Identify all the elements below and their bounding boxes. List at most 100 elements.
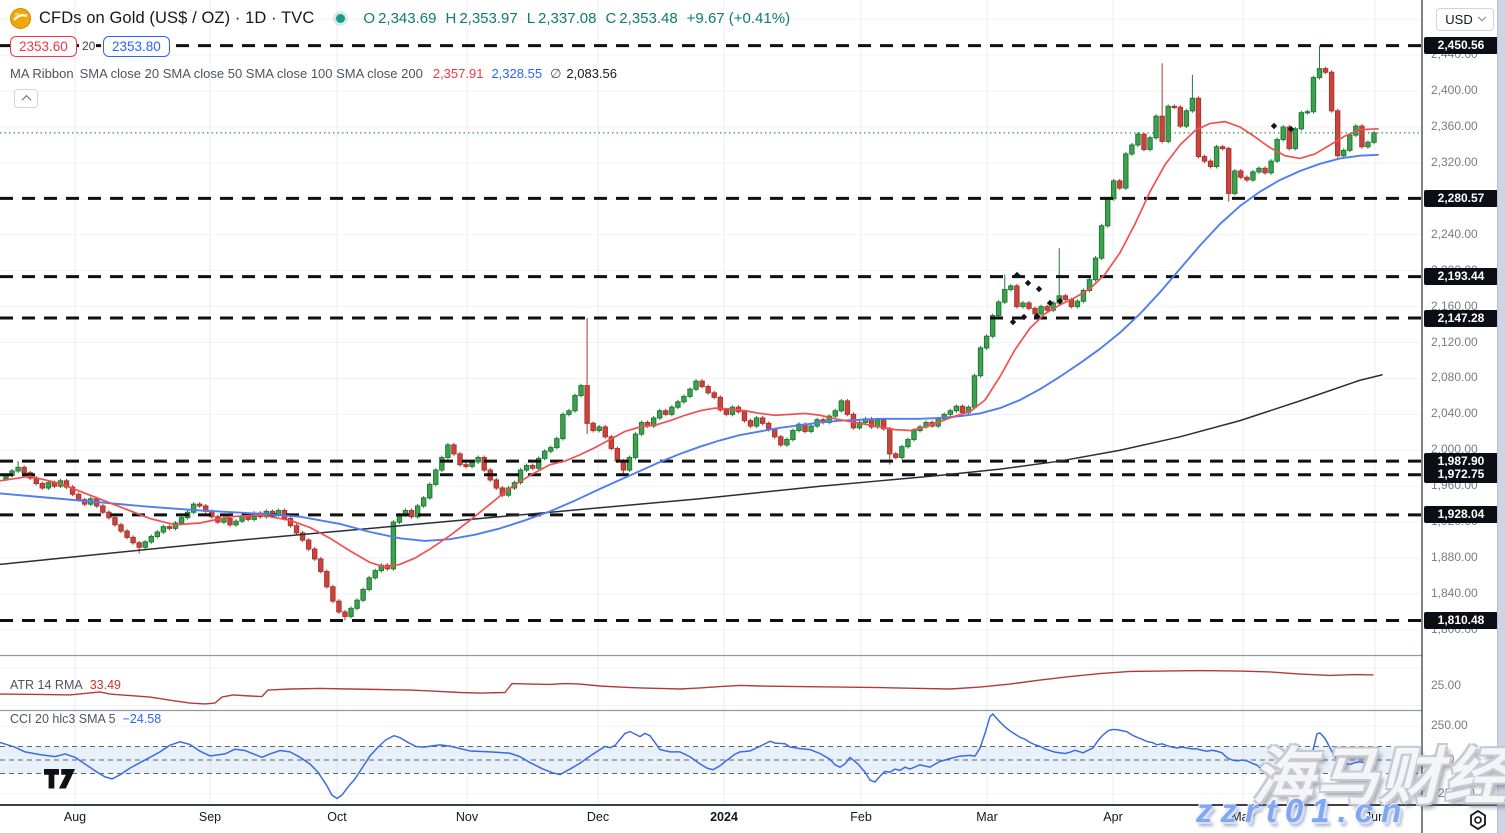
change-value: +9.67 (+0.41%) (686, 10, 791, 27)
marker (1020, 313, 1028, 321)
candle (166, 526, 173, 529)
candle (1104, 198, 1111, 227)
currency-selector[interactable]: USD (1436, 8, 1494, 31)
candle (572, 395, 578, 412)
candle (632, 433, 639, 458)
price-level-chip[interactable]: 2,147.28 (1424, 309, 1498, 327)
price-level-chip[interactable]: 1,972.75 (1424, 466, 1498, 484)
time-axis-label[interactable]: Sep (198, 810, 222, 824)
time-axis-label[interactable]: Oct (327, 810, 347, 824)
price-axis-tick[interactable]: 2,040.00 (1431, 406, 1478, 421)
price-axis-tick[interactable]: 1,880.00 (1431, 550, 1478, 565)
price-axis-tick[interactable]: 2,320.00 (1431, 154, 1478, 169)
price-axis-tick[interactable]: 2,360.00 (1431, 119, 1478, 133)
candle (493, 479, 500, 489)
candle (669, 406, 675, 415)
candle (305, 539, 312, 550)
ma-ribbon-legend[interactable]: MA Ribbon SMA close 20 SMA close 50 SMA c… (10, 66, 617, 81)
candle (336, 600, 342, 613)
candle (699, 380, 705, 388)
price-level-chip[interactable]: 1,928.04 (1424, 506, 1498, 524)
candle (69, 486, 76, 495)
candle (1153, 115, 1159, 139)
candle (1268, 160, 1274, 174)
cci-legend[interactable]: CCI 20 hlc3 SMA 5 −24.58 (10, 712, 162, 726)
sma50-line (0, 153, 1379, 542)
marker (1035, 285, 1043, 293)
candle (457, 453, 463, 466)
time-axis-label[interactable]: Aug (63, 810, 87, 824)
market-status-icon[interactable] (336, 14, 346, 23)
marker (1024, 279, 1032, 287)
candle (693, 380, 699, 390)
price-tag-blue[interactable]: 2353.80 (103, 36, 170, 57)
candle (1080, 289, 1087, 302)
price-tag-red[interactable]: 2353.60 (10, 36, 77, 57)
price-axis-tick[interactable]: 2,080.00 (1431, 370, 1478, 385)
candle (517, 469, 524, 484)
candle (1038, 306, 1044, 315)
time-axis-label[interactable]: Apr (1103, 810, 1123, 824)
candle (838, 400, 845, 412)
cci-axis-tick[interactable]: −250.00 (1431, 785, 1475, 800)
price-axis-tick[interactable]: 1,840.00 (1431, 585, 1478, 600)
price-level-chip[interactable]: 2,450.56 (1424, 37, 1498, 55)
time-axis-label[interactable]: Dec (586, 810, 610, 824)
candle (681, 395, 687, 403)
price-level-chip[interactable]: 1,810.48 (1424, 611, 1498, 629)
candle (590, 422, 596, 432)
candle (299, 532, 306, 541)
time-axis-label[interactable]: Jun (1364, 810, 1386, 824)
candle (481, 456, 487, 471)
time-axis-label[interactable]: 2024 (710, 810, 738, 824)
candle (729, 406, 736, 415)
candle (118, 524, 124, 532)
candle (535, 457, 542, 469)
atr-axis-tick[interactable]: 25.00 (1431, 678, 1462, 692)
symbol-title[interactable]: CFDs on Gold (US$ / OZ) · 1D · TVC (39, 9, 315, 27)
candle (753, 417, 760, 427)
candle (148, 535, 154, 543)
avg-symbol: ∅ (550, 66, 562, 81)
sma20-line (0, 120, 1379, 568)
candle (741, 411, 748, 422)
chart-settings-gear-icon[interactable] (1466, 808, 1490, 833)
time-axis-label[interactable]: Mar (976, 810, 998, 824)
candle (100, 505, 106, 513)
candle (796, 423, 802, 432)
time-axis-label[interactable]: Feb (850, 810, 872, 824)
price-level-chip[interactable]: 2,280.57 (1424, 189, 1498, 207)
candle (63, 480, 70, 488)
cci-axis-tick[interactable]: 0.00 (1431, 752, 1455, 766)
candle (566, 410, 572, 415)
candle (602, 426, 608, 438)
candle (1117, 180, 1123, 189)
candle (1207, 160, 1214, 168)
candle (1201, 156, 1208, 162)
sma200-line (0, 374, 1383, 566)
collapse-legend-button[interactable] (14, 89, 38, 108)
price-axis-tick[interactable]: 2,120.00 (1431, 334, 1478, 349)
atr-legend[interactable]: ATR 14 RMA 33.49 (10, 678, 121, 692)
candle (1123, 153, 1129, 189)
price-level-chip[interactable]: 2,193.44 (1424, 268, 1498, 286)
candle (342, 611, 348, 617)
candle (1304, 111, 1311, 114)
marker (1013, 271, 1021, 279)
candle (293, 525, 300, 534)
time-axis-label[interactable]: May (1231, 810, 1255, 824)
price-level-chip[interactable]: 1,987.90 (1424, 452, 1498, 470)
candle (1213, 146, 1220, 168)
price-axis-tick[interactable]: 2,160.00 (1431, 298, 1478, 313)
scrollbar[interactable] (1497, 0, 1505, 833)
price-axis-tick[interactable]: 2,240.00 (1431, 226, 1478, 241)
cci-axis-tick[interactable]: 250.00 (1431, 718, 1468, 733)
time-axis-label[interactable]: Nov (455, 810, 479, 824)
candle (947, 410, 953, 415)
ohlc-values: O 2,343.69 H 2,353.97 L 2,337.08 C 2,353.48 +9.6… (363, 10, 791, 27)
candle (705, 386, 711, 394)
price-axis-tick[interactable]: 2,400.00 (1431, 83, 1478, 98)
candle (523, 465, 530, 471)
candle (717, 396, 723, 411)
